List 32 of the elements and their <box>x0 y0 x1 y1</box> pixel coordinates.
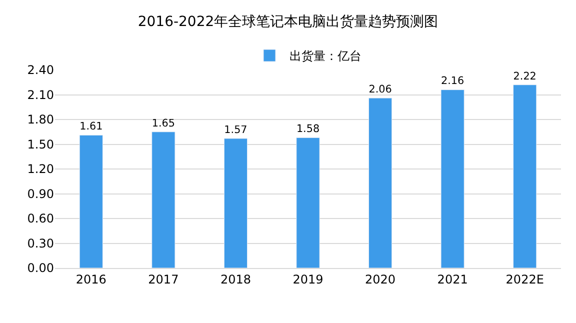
data-label: 2.06 <box>368 83 392 96</box>
bar <box>152 132 176 268</box>
y-tick-label: 0.00 <box>27 261 54 276</box>
bar <box>224 138 248 268</box>
y-tick-label: 2.10 <box>27 88 54 102</box>
chart-title: 2016-2022年全球笔记本电脑出货量趋势预测图 <box>138 14 438 30</box>
data-label: 1.58 <box>296 123 320 136</box>
data-label: 2.22 <box>513 70 536 82</box>
data-label: 2.16 <box>441 75 464 88</box>
bar <box>440 90 464 268</box>
y-tick-label: 0.30 <box>27 236 54 250</box>
x-tick-label: 2020 <box>365 272 396 286</box>
bar <box>513 84 537 268</box>
legend-label: 出货量：亿台 <box>290 49 362 64</box>
data-label: 1.61 <box>80 120 103 133</box>
data-label: 1.57 <box>224 124 248 136</box>
y-tick-label: 0.90 <box>27 186 54 201</box>
x-tick-label: 2018 <box>220 272 251 286</box>
x-tick-label: 2019 <box>292 272 324 286</box>
data-label: 1.65 <box>152 117 175 130</box>
bar <box>296 137 320 268</box>
x-tick-label: 2017 <box>148 272 179 286</box>
y-tick-label: 2.40 <box>27 63 54 78</box>
y-tick-label: 1.20 <box>27 162 54 176</box>
y-tick-label: 0.60 <box>27 212 54 226</box>
y-tick-label: 1.80 <box>27 112 54 127</box>
x-tick-label: 2021 <box>437 272 468 286</box>
bar <box>79 134 103 268</box>
y-tick-label: 1.50 <box>27 137 54 152</box>
x-tick-label: 2016 <box>76 272 106 286</box>
bar <box>368 98 392 268</box>
x-tick-label: 2022E <box>506 272 544 286</box>
